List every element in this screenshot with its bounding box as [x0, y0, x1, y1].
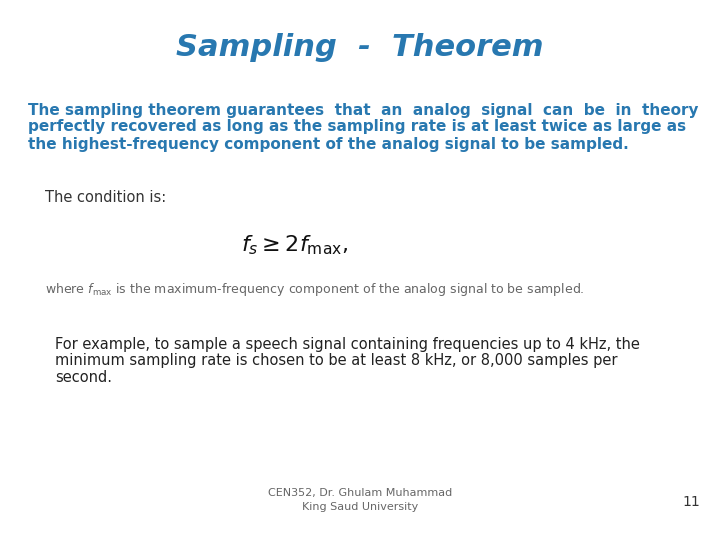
Text: For example, to sample a speech signal containing frequencies up to 4 kHz, the: For example, to sample a speech signal c…	[55, 338, 640, 353]
Text: $f_s\geq 2f_{\mathrm{max}},$: $f_s\geq 2f_{\mathrm{max}},$	[241, 233, 348, 257]
Text: second.: second.	[55, 369, 112, 384]
Text: 11: 11	[683, 495, 700, 509]
Text: the highest-frequency component of the analog signal to be sampled.: the highest-frequency component of the a…	[28, 137, 629, 152]
Text: The sampling theorem guarantees  that  an  analog  signal  can  be  in  theory: The sampling theorem guarantees that an …	[28, 103, 698, 118]
Text: perfectly recovered as long as the sampling rate is at least twice as large as: perfectly recovered as long as the sampl…	[28, 119, 686, 134]
Text: where $f_{\mathrm{max}}$ is the maximum-frequency component of the analog signal: where $f_{\mathrm{max}}$ is the maximum-…	[45, 281, 585, 299]
Text: The condition is:: The condition is:	[45, 191, 166, 206]
Text: minimum sampling rate is chosen to be at least 8 kHz, or 8,000 samples per: minimum sampling rate is chosen to be at…	[55, 354, 618, 368]
Text: CEN352, Dr. Ghulam Muhammad
King Saud University: CEN352, Dr. Ghulam Muhammad King Saud Un…	[268, 488, 452, 512]
Text: Sampling  -  Theorem: Sampling - Theorem	[176, 33, 544, 63]
